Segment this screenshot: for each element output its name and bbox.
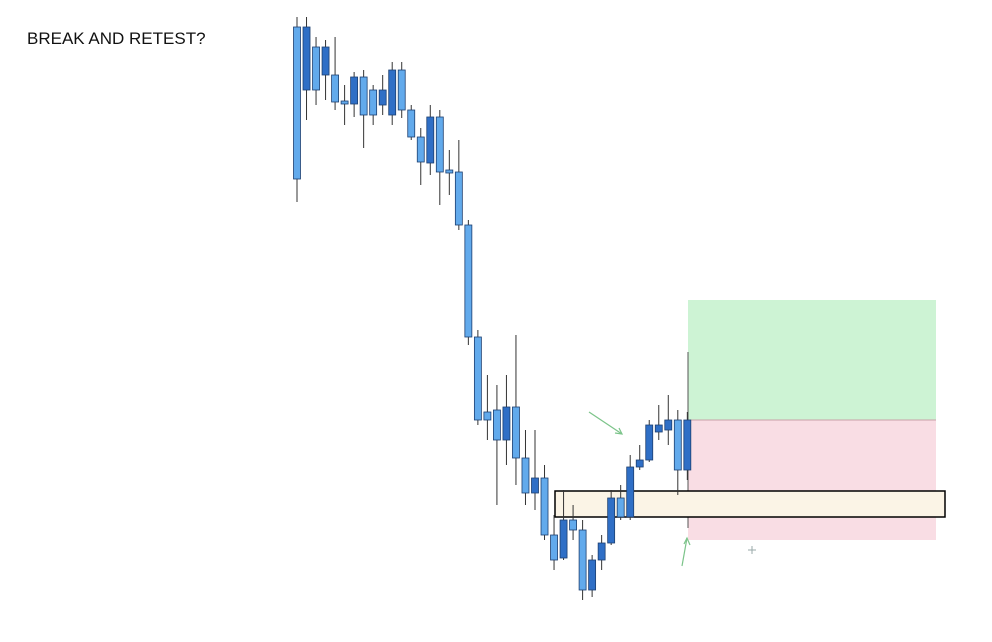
candle-body (626, 466, 635, 518)
candle-body (359, 76, 368, 116)
candle-body (493, 409, 501, 441)
candle-body (331, 74, 339, 103)
candle-body (388, 69, 397, 116)
cursor (748, 546, 756, 554)
candle-body (350, 76, 359, 105)
candle-body (502, 406, 511, 441)
candle-body (550, 534, 558, 561)
candle-body (664, 419, 673, 431)
arrows (588, 411, 691, 567)
arrow (588, 411, 623, 435)
candle-body (426, 116, 435, 164)
candle-body (407, 109, 416, 138)
candle-body (416, 136, 425, 163)
candle-body (654, 424, 663, 433)
candle-body (435, 116, 444, 173)
candle-body (531, 477, 539, 494)
arrow-head (614, 427, 624, 435)
candle-body (645, 424, 654, 461)
candle-body (445, 169, 454, 174)
candle-body (483, 411, 492, 421)
candles (293, 17, 692, 600)
candle-body (340, 100, 349, 105)
candle-body (464, 224, 473, 338)
candle-body (578, 529, 587, 591)
candle-body (312, 46, 320, 91)
candle-body (559, 519, 568, 559)
candle-body (569, 519, 577, 531)
candle-body (302, 26, 311, 91)
candle-body (512, 406, 520, 459)
candle-body (369, 89, 378, 116)
candle-body (293, 26, 301, 180)
stop-zone (688, 420, 936, 540)
chart-title: BREAK AND RETEST? (27, 29, 206, 48)
candle-body (597, 542, 606, 561)
candle-body (588, 559, 597, 591)
candle-body (635, 459, 644, 468)
candle-body (473, 336, 482, 421)
candle-body (454, 171, 463, 226)
candle-body (616, 497, 625, 518)
candle-body (321, 46, 330, 76)
candle-body (521, 457, 530, 494)
candle-body (673, 419, 682, 471)
candle-body (397, 69, 406, 111)
candle-body (683, 419, 692, 471)
candle-body (540, 477, 549, 536)
candle-body (378, 89, 387, 106)
arrow (681, 537, 688, 567)
target-zone (688, 300, 936, 420)
candle-body (607, 497, 616, 544)
arrow-head (683, 536, 691, 546)
